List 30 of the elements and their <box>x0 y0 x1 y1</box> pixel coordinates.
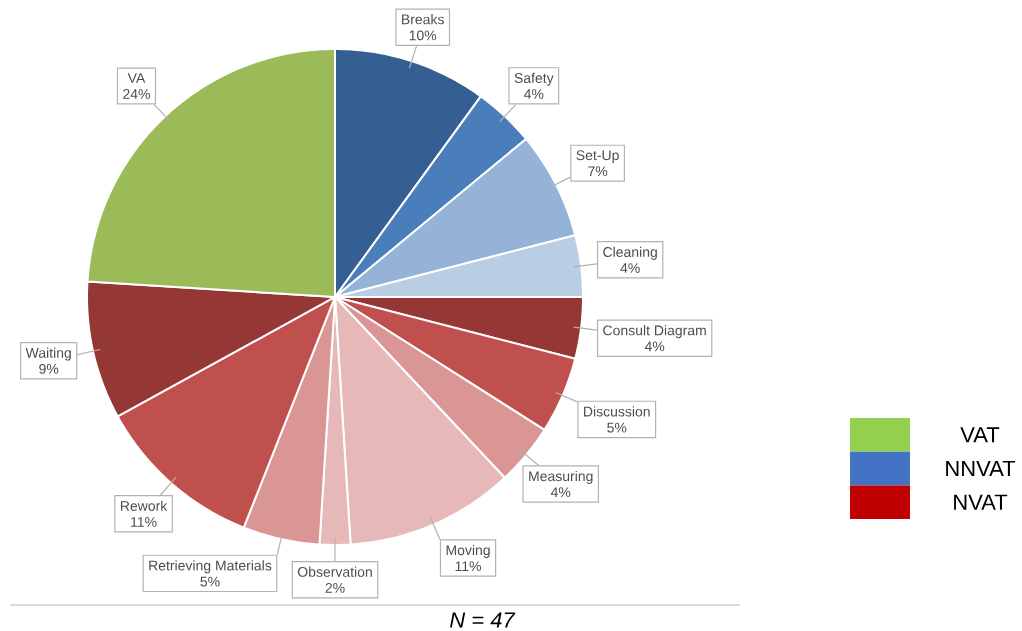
slice-label: Consult Diagram <box>603 325 706 339</box>
data-label: 4% <box>523 89 544 99</box>
slice-label: Moving <box>446 544 490 558</box>
data-label: 11% <box>131 517 157 527</box>
data-label: 10% <box>409 30 437 41</box>
slice-label: Retrieving Materials <box>149 560 272 574</box>
data-label: 4% <box>644 341 665 352</box>
data-label: 7% <box>588 166 608 177</box>
text: NNVAT <box>946 460 1016 477</box>
text: N = 47 <box>449 612 516 628</box>
data-label: 9% <box>39 363 59 374</box>
data-label: 24% <box>123 89 150 99</box>
text: NVAT <box>954 494 1008 510</box>
slice-label: VA <box>127 73 146 83</box>
slice-label: Safety <box>514 72 554 86</box>
slice-label: Discussion <box>584 406 650 417</box>
text: VAT <box>960 427 1000 443</box>
slice-label: Breaks <box>402 14 444 25</box>
data-label: 4% <box>620 263 640 273</box>
data-label: 4% <box>550 487 571 498</box>
slice-label: Set-Up <box>576 150 619 163</box>
slice-label: Cleaning <box>603 246 657 260</box>
slice-label: Observation <box>297 566 372 577</box>
data-label: 2% <box>325 582 345 593</box>
data-label: 11% <box>455 561 482 572</box>
data-label: 5% <box>607 422 627 433</box>
slice-label: Rework <box>121 500 168 511</box>
slice-label: Measuring <box>529 470 593 484</box>
data-label: 5% <box>200 576 220 587</box>
slice-label: Waiting <box>25 347 71 361</box>
